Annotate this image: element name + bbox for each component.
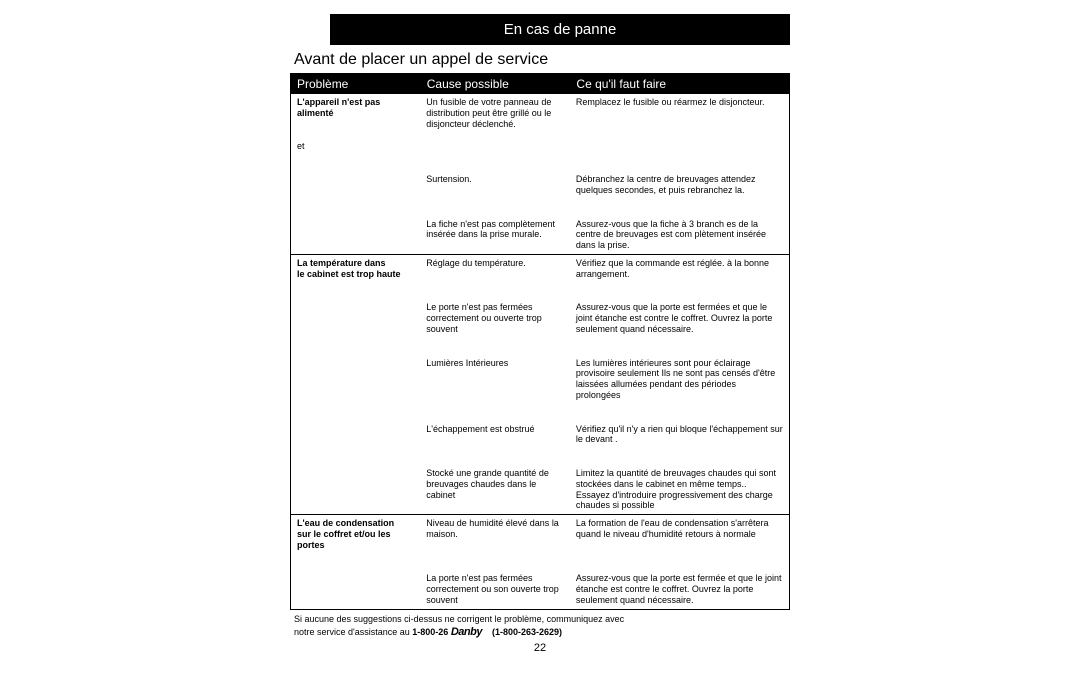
col-header-cause: Cause possible [420,74,570,95]
subtitle: Avant de placer un appel de service [290,49,790,73]
cell-problem [291,570,421,609]
spacer-row [291,338,790,355]
table-row: L'appareil n'est pasalimenté etUn fusibl… [291,94,790,154]
cell-cause: Réglage du température. [420,254,570,282]
cell-fix: Limitez la quantité de breuvages chaudes… [570,465,790,515]
cell-problem [291,216,421,255]
spacer-row [291,404,790,421]
spacer-row [291,199,790,216]
table-row: Lumières IntérieuresLes lumières intérie… [291,355,790,404]
cell-problem [291,465,421,515]
cell-problem: L'appareil n'est pasalimenté et [291,94,421,154]
cell-cause: Le porte n'est pas fermées correctement … [420,299,570,337]
table-row: La fiche n'est pas complètement insérée … [291,216,790,255]
spacer-row [291,553,790,570]
cell-cause: Un fusible de votre panneau de distribut… [420,94,570,154]
table-header-row: Problème Cause possible Ce qu'il faut fa… [291,74,790,95]
spacer-row [291,283,790,300]
table-row: La porte n'est pas fermées correctement … [291,570,790,609]
spacer-row [291,448,790,465]
table-row: Le porte n'est pas fermées correctement … [291,299,790,337]
cell-fix: Vérifiez que la commande est réglée. à l… [570,254,790,282]
cell-cause: Stocké une grande quantité de breuvages … [420,465,570,515]
brand-logo: Danby [451,626,482,638]
cell-problem: La température dansle cabinet est trop h… [291,254,421,282]
cell-cause: La fiche n'est pas complètement insérée … [420,216,570,255]
cell-fix: Vérifiez qu'il n'y a rien qui bloque l'é… [570,421,790,449]
cell-problem [291,171,421,199]
cell-cause: Niveau de humidité élevé dans la maison. [420,515,570,554]
cell-fix: La formation de l'eau de condensation s'… [570,515,790,554]
cell-fix: Assurez-vous que la porte est fermée et … [570,570,790,609]
col-header-problem: Problème [291,74,421,95]
cell-fix: Les lumières intérieures sont pour éclai… [570,355,790,404]
cell-problem [291,299,421,337]
cell-problem [291,421,421,449]
cell-problem [291,355,421,404]
page-number: 22 [290,640,790,654]
cell-fix: Assurez-vous que la fiche à 3 branch es … [570,216,790,255]
cell-cause: La porte n'est pas fermées correctement … [420,570,570,609]
cell-fix: Débranchez la centre de breuvages attend… [570,171,790,199]
footer-phone1: 1-800-26 [412,627,448,637]
cell-cause: Lumières Intérieures [420,355,570,404]
table-row: La température dansle cabinet est trop h… [291,254,790,282]
footer-phone2: (1-800-263-2629) [492,627,562,637]
cell-problem: L'eau de condensationsur le coffret et/o… [291,515,421,554]
cell-fix: Remplacez le fusible ou réarmez le disjo… [570,94,790,154]
section-title-bar: En cas de panne [330,14,790,45]
table-row: Stocké une grande quantité de breuvages … [291,465,790,515]
footer-line1: Si aucune des suggestions ci-dessus ne c… [294,614,624,624]
footer-note: Si aucune des suggestions ci-dessus ne c… [290,610,790,640]
cell-cause: L'échappement est obstrué [420,421,570,449]
cell-cause: Surtension. [420,171,570,199]
table-row: L'eau de condensationsur le coffret et/o… [291,515,790,554]
footer-line2a: notre service d'assistance au [294,627,412,637]
spacer-row [291,154,790,171]
table-row: L'échappement est obstruéVérifiez qu'il … [291,421,790,449]
troubleshooting-table: Problème Cause possible Ce qu'il faut fa… [290,73,790,610]
table-row: Surtension.Débranchez la centre de breuv… [291,171,790,199]
cell-fix: Assurez-vous que la porte est fermées et… [570,299,790,337]
col-header-fix: Ce qu'il faut faire [570,74,790,95]
